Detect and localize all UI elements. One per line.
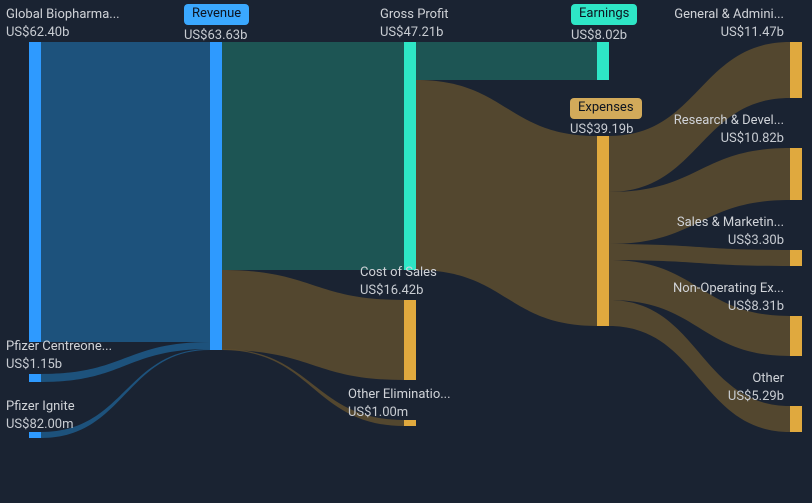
- label-gross_profit: Gross ProfitUS$47.21b: [380, 6, 449, 41]
- link-global_biopharma-to-revenue[interactable]: [41, 42, 210, 342]
- label-rd-value: US$10.82b: [674, 130, 784, 148]
- label-rd: Research & Devel...US$10.82b: [674, 112, 784, 147]
- badge-revenue: Revenue: [184, 4, 249, 25]
- node-gross_profit[interactable]: [404, 42, 416, 270]
- node-pfizer_centreone[interactable]: [29, 374, 41, 382]
- label-global_biopharma: Global Biopharma...US$62.40b: [6, 6, 120, 41]
- label-other_elim: Other Eliminatio...US$1.00m: [348, 386, 451, 421]
- label-nonop: Non-Operating Ex...US$8.31b: [673, 280, 784, 315]
- label-cost_of_sales-value: US$16.42b: [360, 282, 437, 300]
- link-gross_profit-to-earnings[interactable]: [416, 42, 597, 80]
- node-global_biopharma[interactable]: [29, 42, 41, 342]
- node-ga[interactable]: [790, 42, 802, 98]
- label-pfizer_ignite-value: US$82.00m: [6, 416, 75, 434]
- sankey-chart: Global Biopharma...US$62.40b Pfizer Centr…: [0, 0, 812, 503]
- node-other[interactable]: [790, 406, 802, 432]
- label-ga-value: US$11.47b: [674, 24, 784, 42]
- label-earnings-value: US$8.02b: [571, 27, 637, 45]
- label-pfizer_centreone: Pfizer Centreone...US$1.15b: [6, 338, 112, 373]
- node-cost_of_sales[interactable]: [404, 300, 416, 380]
- label-nonop-title: Non-Operating Ex...: [673, 280, 784, 298]
- label-sm: Sales & Marketin...US$3.30b: [677, 214, 784, 249]
- label-other_elim-title: Other Eliminatio...: [348, 386, 451, 404]
- label-other_elim-value: US$1.00m: [348, 404, 451, 422]
- label-nonop-value: US$8.31b: [673, 298, 784, 316]
- label-other-value: US$5.29b: [728, 388, 784, 406]
- label-revenue: Revenue US$63.63b: [184, 4, 249, 44]
- label-revenue-value: US$63.63b: [184, 27, 249, 45]
- badge-earnings: Earnings: [571, 4, 637, 25]
- label-global_biopharma-value: US$62.40b: [6, 24, 120, 42]
- badge-expenses: Expenses: [570, 98, 642, 119]
- label-expenses: Expenses US$39.19b: [570, 98, 642, 138]
- label-global_biopharma-title: Global Biopharma...: [6, 6, 120, 24]
- label-ga: General & Admini...US$11.47b: [674, 6, 784, 41]
- node-revenue[interactable]: [210, 42, 222, 350]
- node-sm[interactable]: [790, 250, 802, 266]
- label-other: OtherUS$5.29b: [728, 370, 784, 405]
- node-rd[interactable]: [790, 148, 802, 200]
- link-revenue-to-gross_profit[interactable]: [222, 42, 404, 270]
- label-gross_profit-value: US$47.21b: [380, 24, 449, 42]
- label-gross_profit-title: Gross Profit: [380, 6, 449, 24]
- label-pfizer_centreone-value: US$1.15b: [6, 356, 112, 374]
- node-expenses[interactable]: [597, 136, 609, 326]
- label-earnings: Earnings US$8.02b: [571, 4, 637, 44]
- sankey-svg: [0, 0, 812, 503]
- label-rd-title: Research & Devel...: [674, 112, 784, 130]
- label-expenses-value: US$39.19b: [570, 121, 642, 139]
- label-other-title: Other: [728, 370, 784, 388]
- label-cost_of_sales: Cost of SalesUS$16.42b: [360, 264, 437, 299]
- label-ga-title: General & Admini...: [674, 6, 784, 24]
- label-cost_of_sales-title: Cost of Sales: [360, 264, 437, 282]
- label-pfizer_ignite-title: Pfizer Ignite: [6, 398, 75, 416]
- label-sm-title: Sales & Marketin...: [677, 214, 784, 232]
- label-pfizer_centreone-title: Pfizer Centreone...: [6, 338, 112, 356]
- label-sm-value: US$3.30b: [677, 232, 784, 250]
- label-pfizer_ignite: Pfizer IgniteUS$82.00m: [6, 398, 75, 433]
- node-nonop[interactable]: [790, 316, 802, 356]
- node-earnings[interactable]: [597, 42, 609, 80]
